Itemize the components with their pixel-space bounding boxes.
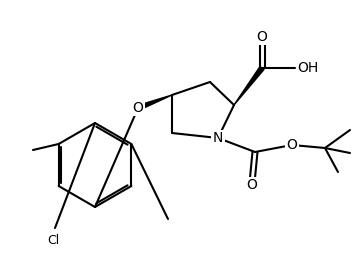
Text: O: O <box>247 178 257 192</box>
Text: Cl: Cl <box>47 234 59 247</box>
Text: O: O <box>132 101 143 115</box>
Polygon shape <box>137 95 172 110</box>
Text: OH: OH <box>297 61 318 75</box>
Text: O: O <box>257 30 267 44</box>
Polygon shape <box>234 67 264 105</box>
Text: N: N <box>213 131 223 145</box>
Text: O: O <box>287 138 297 152</box>
